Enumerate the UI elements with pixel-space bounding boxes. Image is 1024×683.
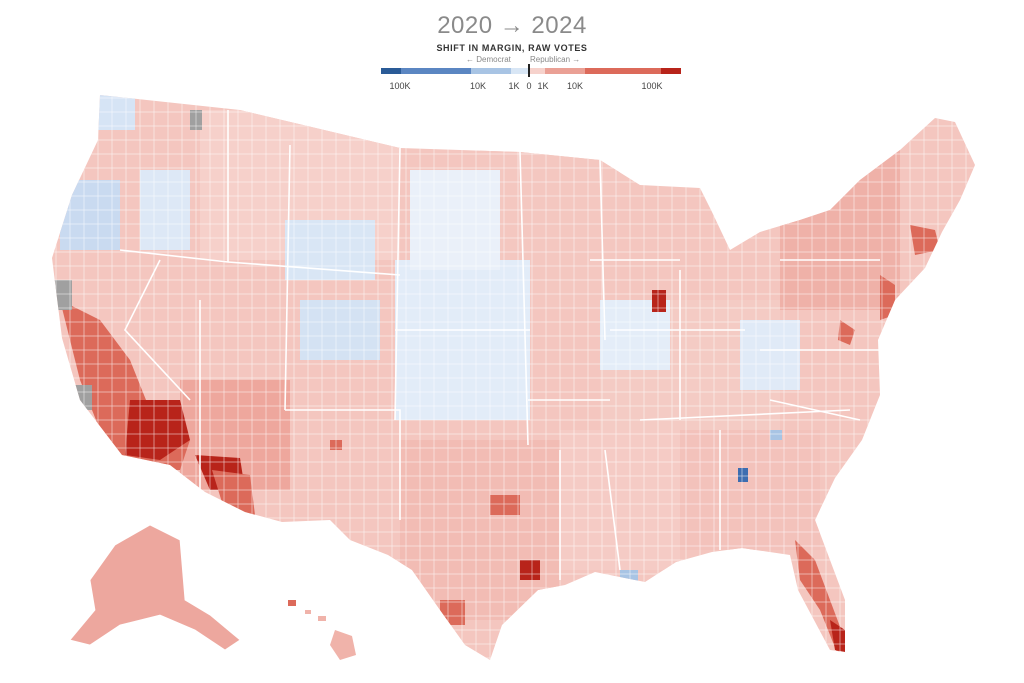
alaska [69,524,241,651]
map-title: 2020 → 2024 [437,12,587,39]
legend-tick-dem-100k: 100K [389,81,411,91]
legend-swatch-dem-10k [401,68,471,74]
legend-swatch-rep-10k [585,68,661,74]
legend-swatch-rep-0 [528,68,545,74]
legend-tick-dem-10k: 10K [469,81,487,91]
hawaii [288,600,356,660]
state-borders [119,110,880,580]
legend-swatch-rep-100k [661,68,681,74]
legend-democrat-direction: ← Democrat [466,55,511,64]
legend-republican-direction: Republican → [530,55,581,64]
legend-tick-rep-100k: 100K [641,81,663,91]
legend-tick-dem-1k: 1K [508,81,520,91]
legend-tick-zero: 0 [526,81,532,91]
legend-zero-marker [528,64,530,77]
legend-swatch-rep-1k [545,68,585,74]
color-legend-bar [381,68,681,74]
county-shift-regions [52,95,975,660]
legend-swatch-dem-100k [381,68,401,74]
legend-swatch-dem-1k [471,68,511,74]
legend-tick-rep-10k: 10K [566,81,584,91]
map-subtitle: SHIFT IN MARGIN, RAW VOTES [436,43,588,53]
legend-tick-rep-1k: 1K [537,81,549,91]
legend-swatch-dem-0 [511,68,528,74]
